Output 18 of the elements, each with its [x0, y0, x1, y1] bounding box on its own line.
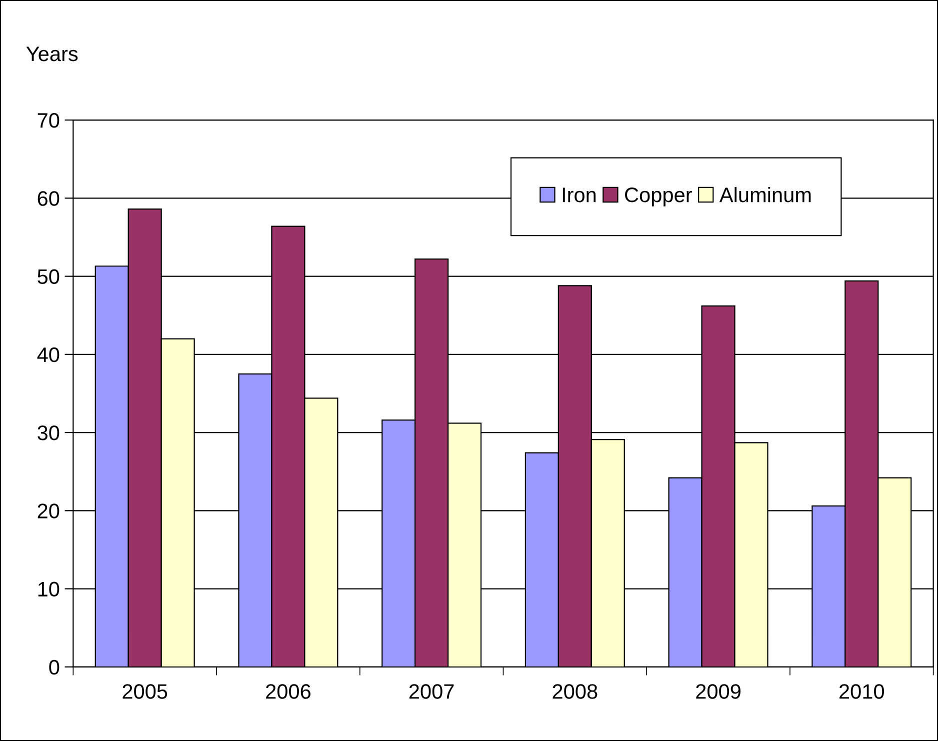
x-tick-label: 2007: [409, 684, 454, 699]
legend-label: Aluminum: [719, 186, 811, 202]
y-tick-label: 60: [38, 191, 60, 206]
y-tick-label: 40: [37, 347, 60, 362]
x-tick-label: 2010: [840, 684, 884, 699]
x-tick-label: 2008: [552, 684, 598, 699]
y-tick-label: 0: [49, 660, 60, 675]
x-tick-label: 2006: [266, 684, 310, 699]
y-tick-label: 50: [38, 269, 60, 284]
y-tick-label: 10: [38, 582, 60, 597]
y-tick-label: 20: [38, 504, 60, 518]
x-tick-label: 2005: [122, 684, 168, 699]
legend-label: Iron: [562, 188, 596, 202]
y-tick-label: 70: [38, 113, 60, 128]
y-axis-title: Years: [26, 46, 78, 62]
y-tick-label: 30: [38, 426, 60, 440]
x-tick-label: 2009: [696, 684, 740, 699]
legend-label: Copper: [625, 188, 692, 206]
